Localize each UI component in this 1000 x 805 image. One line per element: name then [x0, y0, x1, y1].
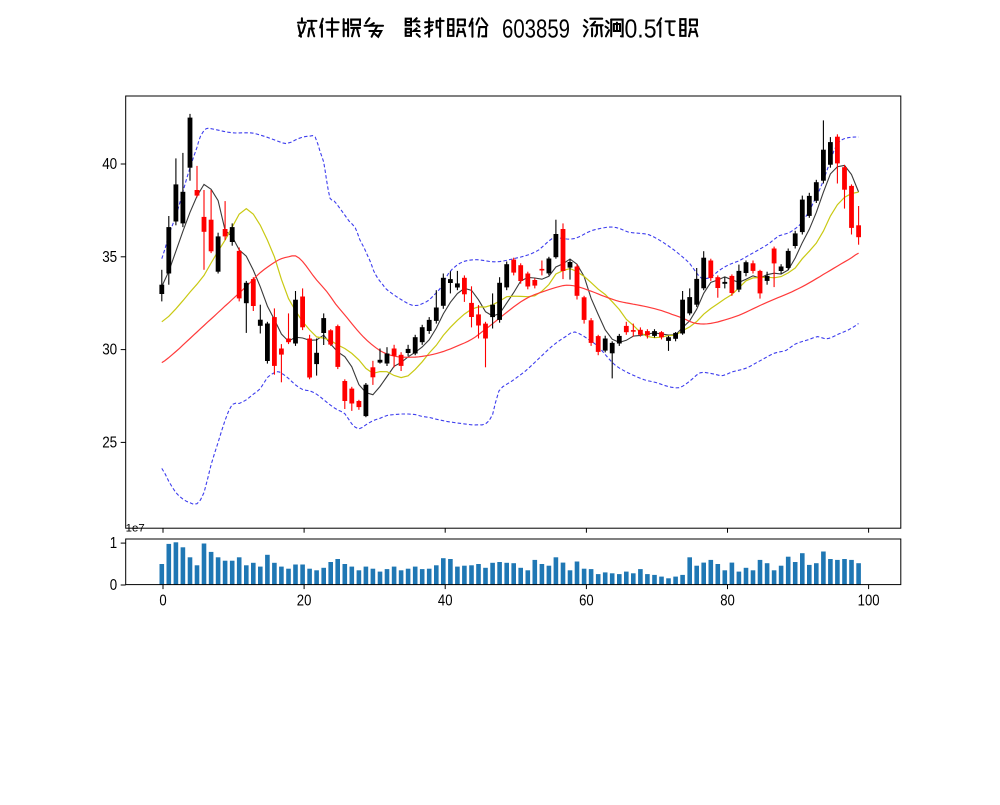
- svg-text:1e7: 1e7: [126, 522, 145, 534]
- svg-text:40: 40: [438, 593, 453, 610]
- svg-text:603859: 603859: [502, 14, 570, 44]
- svg-text:0.5: 0.5: [625, 14, 657, 44]
- svg-text:1: 1: [110, 535, 117, 552]
- svg-text:20: 20: [297, 593, 312, 610]
- svg-text:40: 40: [102, 156, 117, 173]
- svg-text:35: 35: [102, 249, 117, 266]
- svg-text:30: 30: [102, 342, 117, 359]
- svg-text:80: 80: [720, 593, 735, 610]
- svg-text:60: 60: [579, 593, 594, 610]
- svg-text:0: 0: [159, 593, 166, 610]
- svg-text:25: 25: [102, 434, 117, 451]
- svg-text:0: 0: [110, 577, 117, 594]
- svg-text:100: 100: [858, 593, 880, 610]
